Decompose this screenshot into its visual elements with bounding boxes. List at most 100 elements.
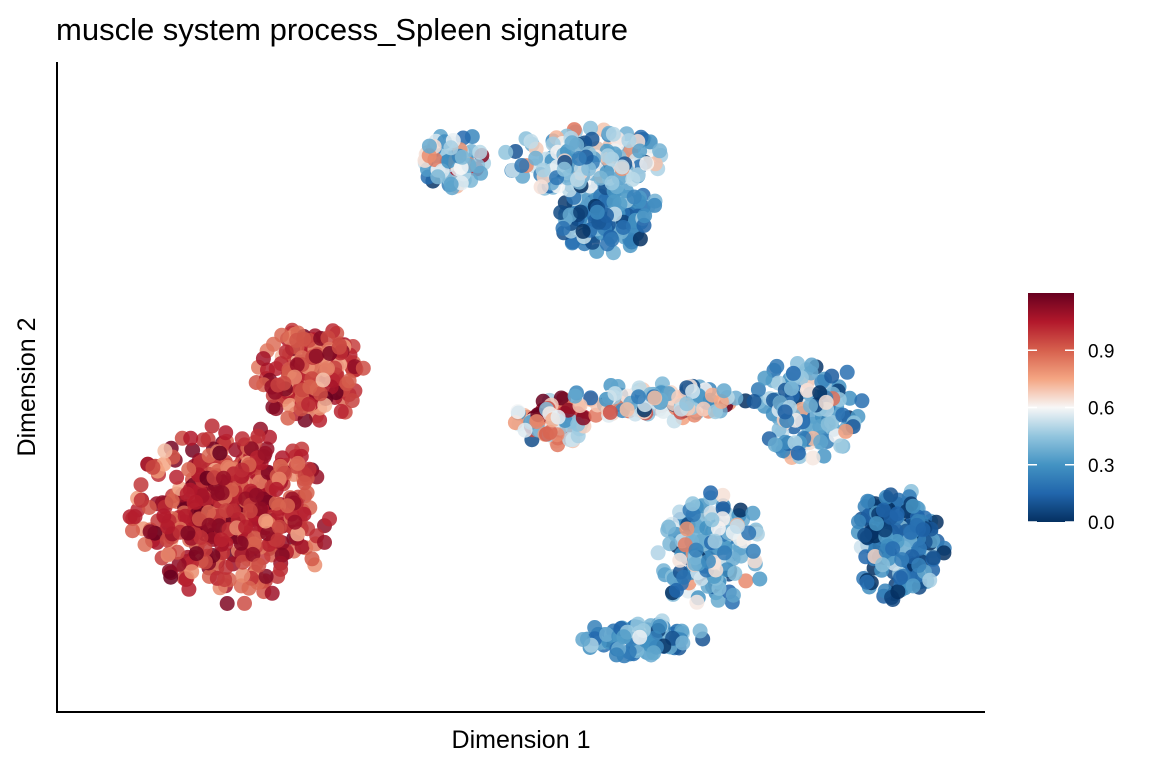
data-point bbox=[180, 525, 196, 541]
data-point bbox=[184, 564, 200, 580]
data-point bbox=[195, 432, 211, 448]
data-point bbox=[137, 537, 153, 552]
data-point bbox=[672, 552, 688, 568]
colorbar: 0.0 0.3 0.6 0.9 bbox=[1028, 293, 1114, 534]
data-point bbox=[320, 330, 336, 346]
data-point bbox=[696, 401, 712, 417]
data-point bbox=[163, 569, 179, 585]
data-point bbox=[317, 534, 332, 550]
data-point bbox=[703, 485, 719, 501]
data-point bbox=[650, 545, 666, 561]
data-point bbox=[835, 407, 851, 423]
data-point bbox=[294, 539, 310, 555]
data-point bbox=[894, 552, 910, 568]
data-point bbox=[687, 556, 703, 572]
data-point bbox=[652, 619, 668, 634]
data-point bbox=[160, 547, 176, 563]
data-point bbox=[217, 572, 233, 588]
data-point bbox=[188, 546, 204, 562]
data-point bbox=[587, 620, 603, 635]
data-point bbox=[625, 171, 641, 187]
data-point bbox=[301, 396, 317, 412]
data-point bbox=[915, 522, 931, 538]
data-point bbox=[204, 418, 220, 434]
data-point bbox=[767, 437, 783, 453]
data-point bbox=[421, 138, 437, 154]
data-point bbox=[264, 585, 280, 601]
data-point bbox=[679, 521, 695, 537]
data-point bbox=[614, 159, 630, 175]
data-point bbox=[685, 507, 701, 523]
data-point bbox=[142, 524, 158, 540]
data-point bbox=[632, 629, 648, 645]
data-point bbox=[533, 179, 549, 195]
data-point bbox=[317, 397, 333, 413]
data-point bbox=[296, 331, 312, 347]
data-point bbox=[517, 422, 533, 438]
data-point bbox=[785, 365, 801, 381]
data-point bbox=[575, 223, 591, 239]
data-point bbox=[851, 514, 866, 530]
data-point bbox=[911, 557, 927, 573]
data-point bbox=[892, 570, 908, 586]
data-point bbox=[581, 161, 597, 177]
colorbar-tick-label-1: 0.3 bbox=[1088, 456, 1114, 477]
data-point bbox=[925, 550, 941, 566]
data-point bbox=[542, 424, 558, 440]
data-point bbox=[216, 470, 231, 486]
data-point bbox=[213, 532, 229, 548]
data-point bbox=[567, 388, 583, 404]
data-point bbox=[803, 398, 818, 414]
data-point bbox=[609, 647, 624, 663]
data-point bbox=[218, 559, 234, 575]
data-point bbox=[169, 469, 185, 485]
data-point bbox=[133, 477, 149, 493]
data-point bbox=[860, 493, 876, 509]
colorbar-tick-label-2: 0.6 bbox=[1088, 399, 1114, 420]
data-point bbox=[604, 175, 620, 191]
data-point bbox=[268, 495, 284, 511]
data-point bbox=[201, 517, 217, 533]
data-point bbox=[274, 327, 290, 343]
data-point bbox=[676, 569, 692, 585]
data-point bbox=[268, 481, 284, 497]
data-point bbox=[716, 383, 732, 399]
data-point bbox=[320, 360, 335, 376]
data-point bbox=[514, 158, 530, 173]
y-axis-label: Dimension 2 bbox=[13, 318, 41, 457]
data-point bbox=[145, 459, 161, 475]
chart-title: muscle system process_Spleen signature bbox=[56, 12, 628, 47]
data-point bbox=[905, 578, 921, 594]
data-point bbox=[725, 587, 741, 603]
data-point bbox=[160, 519, 176, 535]
data-point bbox=[301, 461, 317, 477]
data-point bbox=[621, 133, 637, 149]
data-point bbox=[528, 150, 544, 166]
data-point bbox=[235, 554, 251, 570]
data-point bbox=[679, 396, 695, 412]
data-point bbox=[746, 394, 762, 409]
data-point bbox=[219, 596, 235, 611]
data-point bbox=[599, 627, 615, 642]
data-point bbox=[212, 445, 228, 461]
data-point bbox=[857, 527, 873, 543]
data-point bbox=[616, 629, 632, 645]
data-point bbox=[265, 399, 281, 415]
data-point bbox=[523, 133, 539, 149]
data-point bbox=[290, 526, 306, 542]
data-point bbox=[270, 377, 286, 393]
data-point bbox=[312, 412, 328, 428]
data-point bbox=[890, 584, 906, 600]
data-point bbox=[689, 594, 705, 610]
data-point bbox=[727, 565, 743, 581]
data-point bbox=[757, 370, 773, 386]
data-point bbox=[241, 580, 257, 596]
colorbar-tick-label-3: 0.9 bbox=[1088, 341, 1114, 362]
data-point bbox=[750, 382, 766, 398]
data-point bbox=[237, 595, 252, 611]
data-point bbox=[869, 516, 884, 532]
data-point bbox=[700, 553, 716, 569]
data-point bbox=[296, 475, 312, 491]
data-point bbox=[255, 351, 271, 367]
data-point bbox=[854, 393, 870, 409]
